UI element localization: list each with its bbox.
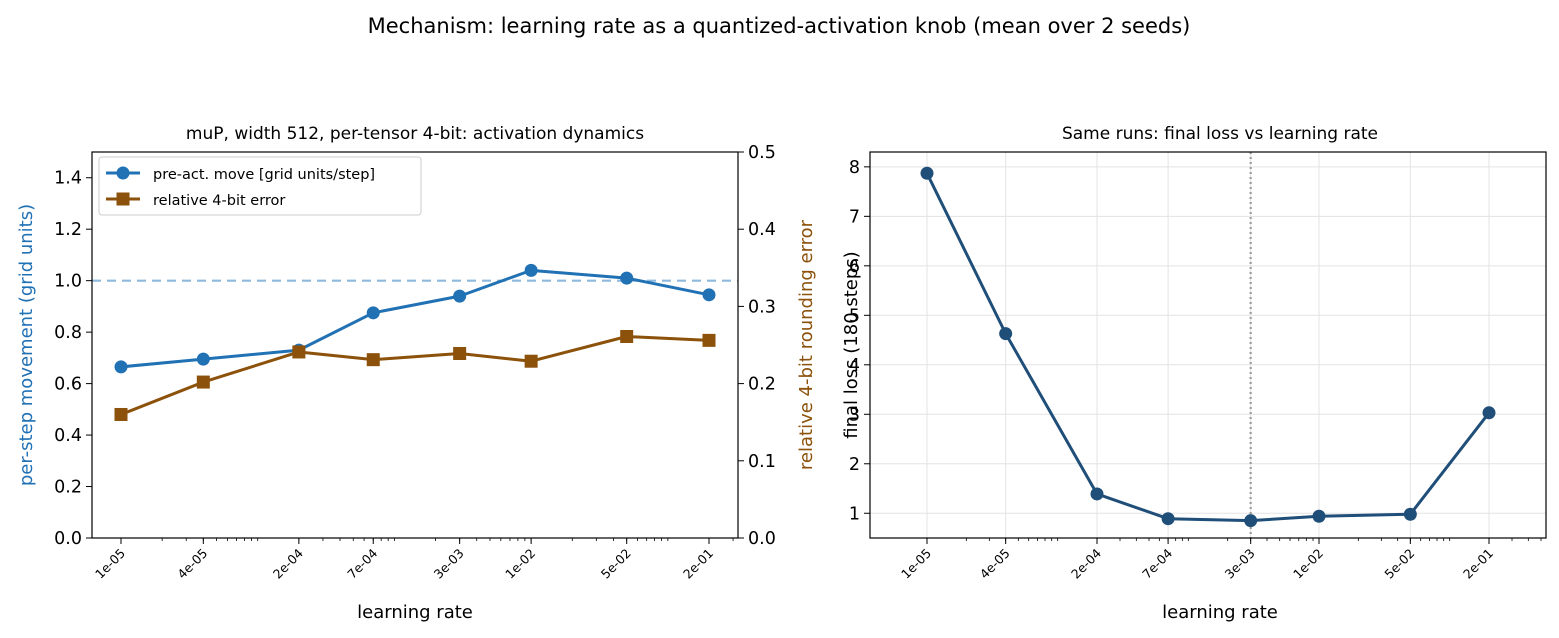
error-series-point <box>524 354 538 368</box>
left-y-tick-label: 1.0 <box>54 272 82 292</box>
loss-series-line <box>925 172 1491 523</box>
loss-series-point <box>999 327 1013 341</box>
right-y-axis-label: relative 4-bit rounding error <box>796 219 817 470</box>
right-y-tick-label: 0.3 <box>748 297 776 317</box>
move-series-point <box>114 360 128 374</box>
right-plot-frame <box>869 151 1547 539</box>
left-x-axis-label: learning rate <box>357 602 473 623</box>
right-chart-x-tick-label: 3e-03 <box>1222 546 1258 582</box>
figure-suptitle: Mechanism: learning rate as a quantized-… <box>368 14 1191 38</box>
left-chart-x-tick-label: 3e-03 <box>431 546 467 582</box>
legend-label-error: relative 4-bit error <box>153 193 285 209</box>
loss-y-tick-label: 2 <box>849 455 860 475</box>
move-series-point <box>524 263 538 277</box>
loss-series-point <box>1244 514 1258 528</box>
left-y-tick-label: 1.4 <box>54 169 82 189</box>
loss-series-point <box>920 166 934 180</box>
left-y-tick-label: 0.2 <box>54 478 82 498</box>
right-y-tick-label: 0.2 <box>748 375 776 395</box>
loss-y-tick-label: 3 <box>849 405 860 425</box>
right-chart-x-tick-label: 4e-05 <box>977 546 1013 582</box>
right-x-axis-label: learning rate <box>1162 602 1278 623</box>
left-y-tick-label: 0.4 <box>54 426 82 446</box>
right-chart-x-tick-label: 1e-05 <box>898 546 934 582</box>
move-series-line <box>120 268 710 369</box>
left-chart-x-tick-label: 1e-02 <box>502 546 538 582</box>
error-series-point <box>620 330 634 344</box>
move-series-point <box>702 288 716 302</box>
right-chart-x-tick-label: 5e-02 <box>1381 546 1417 582</box>
error-series-point <box>196 375 210 389</box>
left-y-axis-label: per-step movement (grid units) <box>16 204 37 486</box>
left-chart-x-tick-label: 2e-04 <box>270 545 306 581</box>
loss-y-tick-label: 7 <box>849 207 860 227</box>
left-chart-x-tick-label: 7e-04 <box>344 545 380 581</box>
left-chart-x-tick-label: 4e-05 <box>174 546 210 582</box>
legend-entry-move: pre-act. move [grid units/step] <box>106 166 375 183</box>
legend-entry-error: relative 4-bit error <box>106 192 285 209</box>
loss-y-axis-label: final loss (180 steps) <box>841 251 862 438</box>
move-series-point <box>453 289 467 303</box>
move-series-point <box>196 352 210 366</box>
right-chart-x-tick-label: 1e-02 <box>1290 546 1326 582</box>
loss-y-tick-label: 8 <box>849 158 860 178</box>
loss-series-point <box>1403 507 1417 521</box>
left-chart-x-tick-label: 1e-05 <box>92 546 128 582</box>
right-y-tick-label: 0.1 <box>748 452 776 472</box>
loss-y-tick-label: 1 <box>849 504 860 524</box>
right-y-tick-label: 0.0 <box>748 529 776 549</box>
right-y-tick-label: 0.4 <box>748 220 776 240</box>
left-chart-x-tick-label: 2e-01 <box>680 546 716 582</box>
left-plot-frame <box>91 151 739 539</box>
left-y-tick-label: 1.2 <box>54 220 82 240</box>
left-y-tick-label: 0.0 <box>54 529 82 549</box>
loss-y-tick-label: 5 <box>849 306 860 326</box>
right-chart-x-tick-label: 7e-04 <box>1139 545 1175 581</box>
left-chart-title: muP, width 512, per-tensor 4-bit: activa… <box>186 124 644 144</box>
loss-series-point <box>1312 509 1326 523</box>
activation-dynamics-chart: muP, width 512, per-tensor 4-bit: activa… <box>16 124 817 623</box>
final-loss-chart: Same runs: final loss vs learning rate 1… <box>841 124 1547 623</box>
left-chart-x-tick-label: 5e-02 <box>598 546 634 582</box>
left-y-tick-label: 0.8 <box>54 323 82 343</box>
loss-series-point <box>1482 406 1496 420</box>
loss-series-point <box>1161 512 1175 526</box>
error-series-point <box>292 345 306 359</box>
right-chart-x-tick-label: 2e-01 <box>1460 546 1496 582</box>
right-y-tick-label: 0.5 <box>748 143 776 163</box>
left-legend: pre-act. move [grid units/step] relative… <box>98 156 422 216</box>
loss-series-point <box>1090 487 1104 501</box>
error-series-point <box>366 353 380 367</box>
error-series-point <box>453 346 467 360</box>
error-series-point <box>114 407 128 421</box>
right-chart-x-tick-label: 2e-04 <box>1068 545 1104 581</box>
move-series-point <box>620 271 634 285</box>
error-series-line <box>120 335 710 416</box>
loss-y-tick-label: 4 <box>849 356 860 376</box>
error-series-point <box>702 333 716 347</box>
move-series-point <box>366 306 380 320</box>
loss-y-tick-label: 6 <box>849 257 860 277</box>
legend-label-move: pre-act. move [grid units/step] <box>153 167 375 183</box>
right-chart-title: Same runs: final loss vs learning rate <box>1062 124 1378 144</box>
left-y-tick-label: 0.6 <box>54 375 82 395</box>
